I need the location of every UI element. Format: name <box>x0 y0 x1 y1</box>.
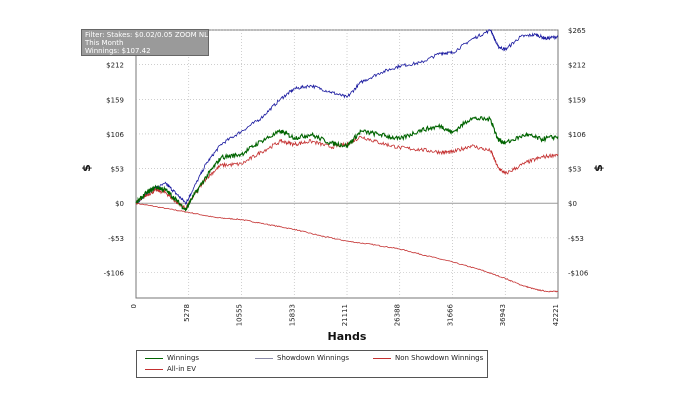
y-tick-label-left: $106 <box>106 131 124 139</box>
x-tick-label: 42221 <box>552 304 560 326</box>
series-showdown-winnings-line <box>135 29 559 205</box>
legend-swatch-non-showdown <box>373 357 391 359</box>
legend-label-winnings: Winnings <box>167 354 200 362</box>
x-tick-label: 21111 <box>341 304 349 326</box>
y-axis-title-right: $ <box>592 164 605 172</box>
y-tick-label-left: $212 <box>106 62 124 70</box>
plot-area <box>135 29 559 299</box>
filter-info-box: Filter: Stakes: $0.02/0.05 ZOOM NL This … <box>81 29 209 56</box>
y-axis-ticks: $265 $212 $212 $159 $159 $106 $106 $53 $53 $0 $0 -$… <box>104 27 589 278</box>
y-axis-title-left: $ <box>80 164 93 172</box>
y-tick-label-left: -$53 <box>108 235 124 243</box>
x-tick-label: 0 <box>130 304 138 308</box>
legend-item-showdown: Showdown Winnings <box>255 354 349 362</box>
y-tick-label-left: $53 <box>111 166 124 174</box>
legend-item-allin-ev: All-in EV <box>145 365 196 373</box>
y-tick-label-right: $106 <box>568 131 586 139</box>
chart-legend: Winnings Showdown Winnings Non Showdown … <box>136 350 488 378</box>
y-tick-label-left: -$106 <box>104 270 125 278</box>
y-tick-label-right: -$106 <box>568 270 589 278</box>
filter-period-text: This Month <box>85 39 124 47</box>
x-tick-label: 5278 <box>183 304 191 322</box>
y-tick-label-right: $53 <box>568 166 581 174</box>
y-tick-label-right: $265 <box>568 27 586 35</box>
legend-swatch-winnings <box>145 357 163 359</box>
x-tick-label: 10555 <box>235 304 243 326</box>
x-tick-label: 15833 <box>288 304 296 326</box>
y-tick-label-right: -$53 <box>568 235 584 243</box>
x-tick-label: 26388 <box>394 304 402 326</box>
legend-swatch-allin-ev <box>145 368 163 370</box>
y-tick-label-left: $159 <box>106 96 124 104</box>
legend-label-non-showdown: Non Showdown Winnings <box>395 354 484 362</box>
y-tick-label-right: $212 <box>568 62 586 70</box>
series-allin-ev-line <box>135 202 558 293</box>
legend-item-non-showdown: Non Showdown Winnings <box>373 354 483 362</box>
x-tick-label: 36943 <box>499 304 507 326</box>
x-axis-ticks: 0 5278 10555 15833 21111 26388 31666 36943 42221 <box>130 303 560 326</box>
legend-label-allin-ev: All-in EV <box>167 365 197 373</box>
y-tick-label-left: $0 <box>115 200 124 208</box>
legend-item-winnings: Winnings <box>145 354 199 362</box>
x-axis-title: Hands <box>328 330 367 343</box>
x-tick-label: 31666 <box>447 303 455 326</box>
y-tick-label-right: $0 <box>568 200 577 208</box>
filter-winnings-text: Winnings: $107.42 <box>85 47 151 55</box>
series-winnings-line <box>135 115 559 212</box>
y-tick-label-right: $159 <box>568 96 586 104</box>
legend-label-showdown: Showdown Winnings <box>277 354 350 362</box>
series-layer <box>135 29 559 293</box>
filter-stakes-text: Filter: Stakes: $0.02/0.05 ZOOM NL <box>85 31 209 39</box>
legend-swatch-showdown <box>255 357 273 359</box>
